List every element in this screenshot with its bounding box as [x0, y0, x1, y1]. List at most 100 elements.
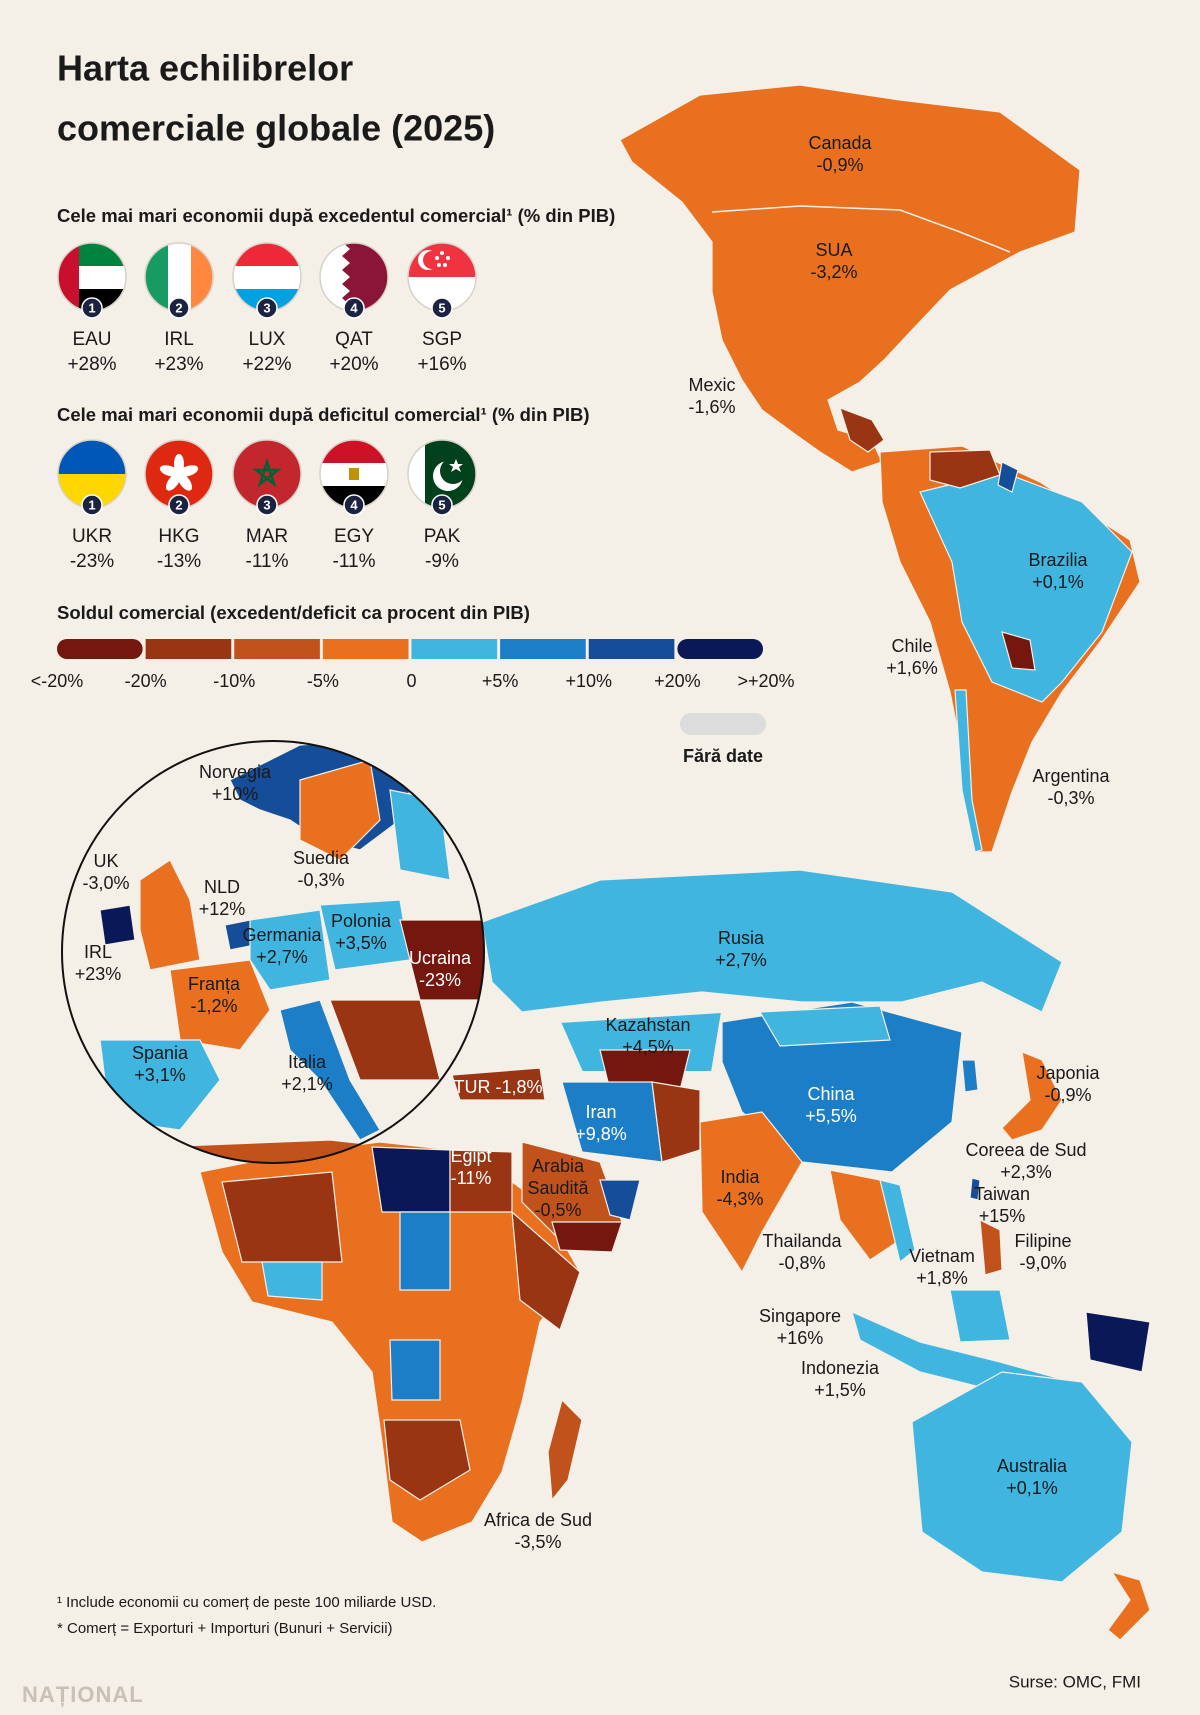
map-label: Ucraina: [409, 948, 472, 968]
rank-badge: [256, 494, 278, 516]
map-label: +3,5%: [335, 933, 387, 953]
map-label: -0,8%: [778, 1253, 825, 1273]
map-label: China: [807, 1084, 855, 1104]
new-zealand: [1107, 1570, 1151, 1641]
sweden: [299, 759, 381, 861]
madagascar: [547, 1398, 583, 1502]
finland: [389, 789, 451, 881]
rank-badge: [431, 297, 453, 319]
country-code: UKR: [72, 526, 112, 547]
map-label: -0,5%: [534, 1200, 581, 1220]
title-line: comerciale globale (2025): [57, 108, 495, 149]
map-label: Canada: [808, 133, 872, 153]
country-value: +28%: [67, 354, 116, 375]
source: Surse: OMC, FMI: [1009, 1672, 1141, 1691]
map-label: -4,3%: [716, 1189, 763, 1209]
korea: [961, 1059, 979, 1093]
country-value: -11%: [333, 551, 376, 572]
map-label: IRL: [84, 942, 112, 962]
iran: [561, 1081, 663, 1163]
map-label: -23%: [419, 970, 461, 990]
footnote: ¹ Include economii cu comerț de peste 10…: [57, 1594, 436, 1611]
map-label: +2,7%: [256, 947, 308, 967]
legend-swatch: [588, 639, 675, 659]
map-label: +2,7%: [715, 950, 767, 970]
rank-number: 1: [88, 300, 95, 315]
country-code: HKG: [158, 526, 199, 547]
map-label: -9,0%: [1019, 1253, 1066, 1273]
ivory-coast: [261, 1261, 323, 1301]
oman: [599, 1179, 641, 1221]
map-label: +3,1%: [134, 1065, 186, 1085]
map-label: Franța: [188, 974, 241, 994]
country-value: -23%: [70, 551, 114, 572]
papua-new-guinea: [1085, 1311, 1151, 1373]
rank-number: 3: [263, 497, 270, 512]
north-america: [619, 84, 1081, 473]
map-label: Argentina: [1032, 766, 1110, 786]
map-label: Polonia: [331, 911, 392, 931]
rank-number: 2: [175, 497, 182, 512]
map-label: Iran: [585, 1102, 616, 1122]
country-value: +16%: [417, 354, 466, 375]
map-label: Germania: [242, 925, 322, 945]
map-label: -0,9%: [816, 155, 863, 175]
map-label: Filipine: [1014, 1231, 1071, 1251]
rank-badge: [168, 297, 190, 319]
rank-number: 1: [88, 497, 95, 512]
map-label: -3,5%: [514, 1532, 561, 1552]
map-label: +12%: [199, 899, 246, 919]
brazil: [919, 471, 1133, 703]
no-data-swatch: [680, 713, 766, 735]
map-label: +1,6%: [886, 658, 938, 678]
russia: [481, 869, 1063, 1013]
taiwan: [969, 1177, 981, 1201]
rank-number: 4: [350, 497, 358, 512]
legend-label: -10%: [213, 671, 255, 691]
footnote: * Comerț = Exporturi + Importuri (Bunuri…: [57, 1620, 393, 1637]
map-label: +0,1%: [1032, 572, 1084, 592]
legend-swatch: [57, 639, 143, 659]
country-value: +23%: [154, 354, 203, 375]
legend-swatch: [322, 639, 409, 659]
lens-border: [61, 740, 485, 1164]
map-label: Coreea de Sud: [965, 1140, 1086, 1160]
map-label: +2,3%: [1000, 1162, 1052, 1182]
map-label: -0,9%: [1044, 1085, 1091, 1105]
legend-label: +10%: [565, 671, 612, 691]
libya: [371, 1146, 451, 1213]
india: [699, 1111, 803, 1274]
germany: [249, 909, 331, 991]
australia: [911, 1371, 1133, 1583]
paraguay: [1001, 631, 1036, 671]
europe-lens: [61, 740, 485, 1164]
map-label: +15%: [979, 1206, 1026, 1226]
country-code: EAU: [72, 329, 111, 350]
map-label: Saudită: [527, 1178, 589, 1198]
surplus-heading: Cele mai mari economii după excedentul c…: [57, 205, 615, 226]
turkey: [451, 1067, 546, 1101]
yemen: [551, 1221, 623, 1253]
legend-swatch: [411, 639, 498, 659]
border: [711, 205, 1011, 253]
rank-number: 4: [350, 300, 358, 315]
congo: [389, 1339, 441, 1401]
ireland: [99, 904, 136, 946]
country-value: +22%: [242, 354, 291, 375]
map-label: NLD: [204, 877, 240, 897]
map-label: +9,8%: [575, 1124, 627, 1144]
map-label: Vietnam: [909, 1246, 975, 1266]
map-label: +16%: [777, 1328, 824, 1348]
map-label: TUR -1,8%: [453, 1077, 542, 1097]
map-label: +5,5%: [805, 1106, 857, 1126]
pakistan: [651, 1081, 701, 1163]
map-label: +4,5%: [622, 1037, 674, 1057]
map-label: Indonezia: [801, 1358, 880, 1378]
map-label: Japonia: [1036, 1063, 1100, 1083]
country-code: LUX: [249, 329, 286, 350]
map-label: Australia: [997, 1456, 1068, 1476]
map-label: +23%: [75, 964, 122, 984]
map-label: -1,2%: [190, 996, 237, 1016]
southern-africa: [383, 1419, 471, 1501]
